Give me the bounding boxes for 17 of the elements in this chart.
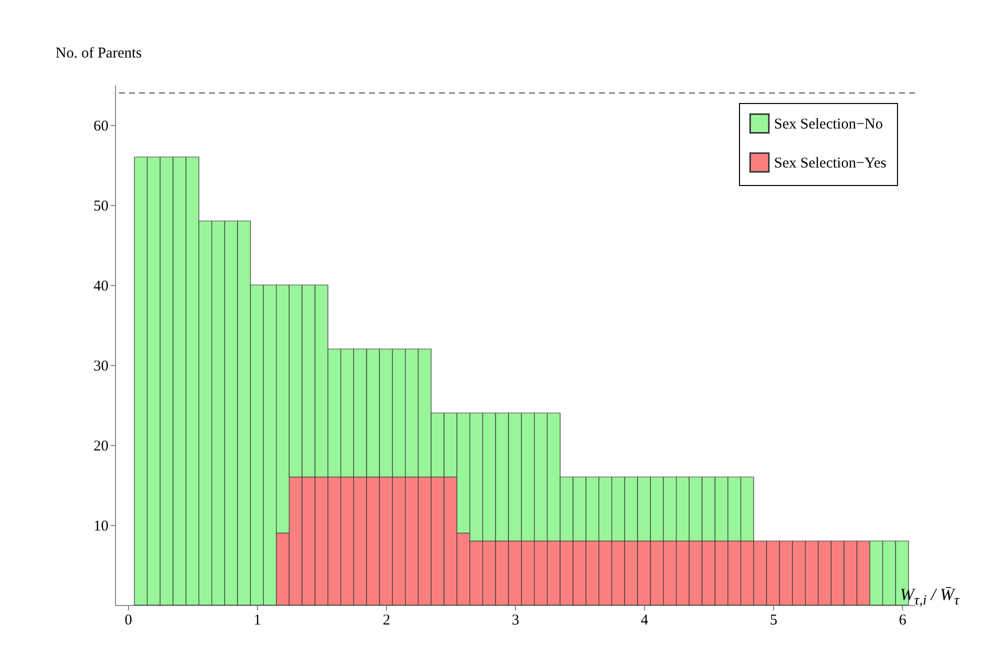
- legend-label: Sex Selection−Yes: [774, 156, 887, 172]
- x-tick-label: 2: [382, 612, 390, 628]
- y-tick-label: 50: [94, 198, 108, 214]
- x-tick-label: 4: [640, 612, 649, 628]
- y-tick-label: 10: [94, 518, 108, 534]
- x-tick-label: 6: [898, 612, 907, 628]
- y-tick-label: 60: [94, 118, 108, 134]
- y-tick-label: 30: [94, 358, 108, 374]
- x-tick-label: 1: [254, 612, 262, 628]
- x-tick-label: 0: [124, 612, 132, 628]
- x-axis-title: W$_{τ,i}$ / W̄$_{τ}$: [900, 585, 960, 610]
- x-tick-label: 5: [770, 612, 778, 628]
- y-tick-label: 20: [94, 438, 108, 454]
- legend-label: Sex Selection−No: [774, 116, 883, 132]
- y-axis-title: No. of Parents: [56, 46, 142, 62]
- y-tick-label: 40: [94, 278, 108, 294]
- x-tick-label: 3: [512, 612, 520, 628]
